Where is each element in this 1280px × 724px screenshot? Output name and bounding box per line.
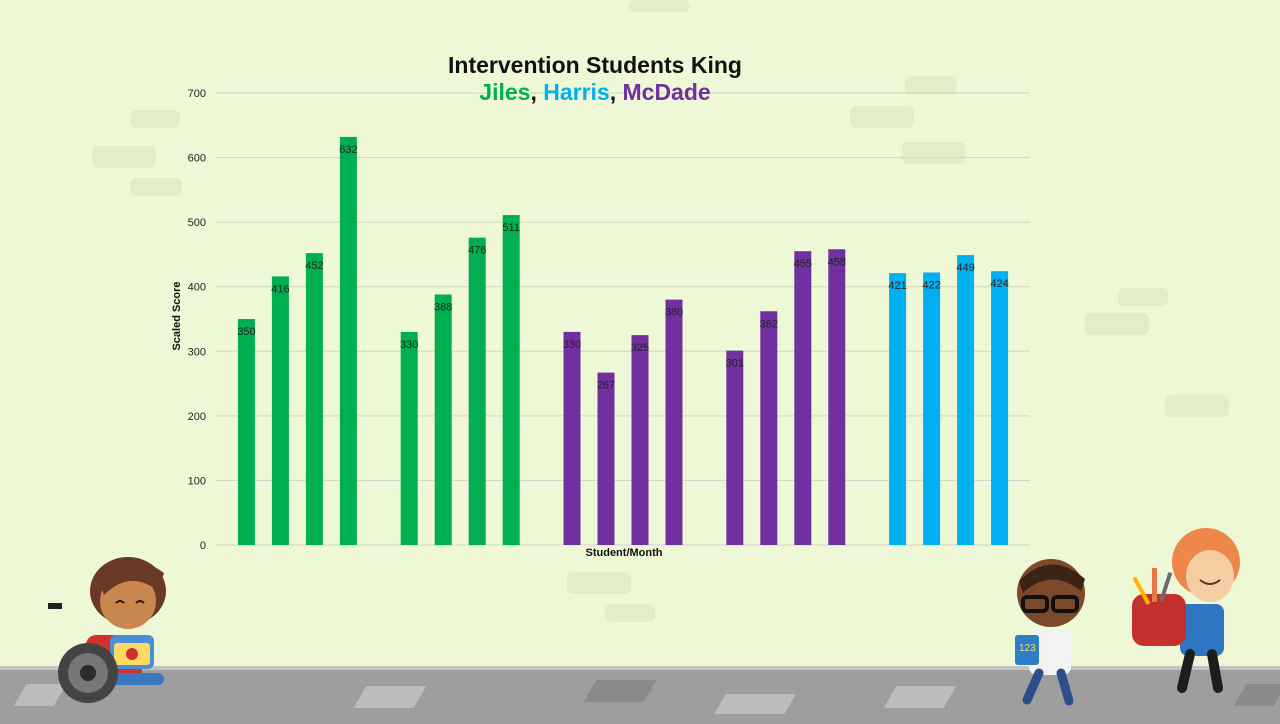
data-label: 388 [434, 301, 452, 313]
data-label: 380 [665, 307, 683, 319]
y-tick-label: 0 [200, 540, 206, 552]
child-with-books-illustration: 123 [1015, 559, 1085, 706]
bar [237, 319, 255, 545]
bar [665, 299, 683, 545]
y-tick-label: 200 [188, 411, 206, 423]
y-axis-ticks: 0 100 200 300 400 500 600 700 [188, 88, 206, 552]
book-numbers: 123 [1019, 643, 1036, 654]
child-wheelchair-illustration [48, 557, 166, 703]
bar [889, 273, 907, 545]
background-block [1165, 395, 1229, 417]
chart-subtitle: Jiles, Harris, McDade [395, 79, 795, 106]
bar [957, 255, 975, 545]
bar [400, 331, 418, 545]
data-label: 416 [271, 283, 289, 295]
y-tick-label: 500 [188, 217, 206, 229]
data-label: 330 [400, 339, 418, 351]
subtitle-part: McDade [622, 79, 711, 105]
data-label: 421 [888, 280, 906, 292]
y-tick-label: 600 [188, 153, 206, 165]
sidewalk-tile [353, 686, 427, 708]
x-axis-label: Student/Month [585, 547, 663, 559]
data-label: 511 [502, 222, 520, 234]
bar [794, 251, 812, 545]
bar [631, 335, 649, 545]
bar [339, 136, 357, 545]
bar [468, 237, 486, 545]
bar [991, 271, 1009, 545]
bar [305, 253, 323, 545]
data-label: 632 [339, 144, 357, 156]
background-block [902, 142, 966, 164]
data-label: 362 [760, 318, 778, 330]
data-label: 330 [563, 339, 581, 351]
child-with-backpack-illustration [1132, 528, 1240, 693]
background-block [567, 572, 631, 594]
background-block [92, 146, 156, 168]
bar [597, 372, 615, 545]
data-labels: 350 416 452 632 330 388 476 511 330 267 325 380 301 3… [237, 144, 1009, 392]
data-label: 424 [990, 278, 1008, 290]
bar [271, 276, 289, 545]
background-block [130, 178, 182, 196]
bar [760, 311, 778, 545]
subtitle-part: Harris [543, 79, 610, 105]
chart-title: Intervention Students King [448, 52, 742, 78]
sidewalk-tile [583, 680, 657, 702]
bar [502, 215, 520, 546]
bar [828, 249, 846, 545]
data-label: 458 [828, 256, 846, 268]
bar [923, 272, 941, 545]
data-label: 452 [305, 260, 323, 272]
data-label: 422 [922, 280, 940, 292]
y-tick-label: 100 [188, 475, 206, 487]
bar [434, 294, 452, 545]
y-tick-label: 700 [188, 88, 206, 100]
y-axis-label: Scaled Score [171, 281, 183, 351]
background-block [1085, 313, 1149, 335]
bar [563, 331, 581, 545]
background-block [905, 76, 957, 94]
data-label: 476 [468, 245, 486, 257]
data-label: 267 [597, 380, 615, 392]
sidewalk-tile [714, 694, 796, 714]
background-block [850, 106, 914, 128]
data-label: 449 [956, 262, 974, 274]
data-label: 325 [631, 342, 649, 354]
sidewalk-tile [883, 686, 957, 708]
background-block [605, 604, 655, 622]
data-label: 455 [794, 258, 812, 270]
y-tick-label: 300 [188, 346, 206, 358]
data-label: 301 [726, 358, 744, 370]
subtitle-part: , [530, 79, 544, 105]
background-block [130, 110, 180, 128]
data-label: 350 [237, 326, 255, 338]
subtitle-part: Jiles [479, 79, 531, 105]
subtitle-part: , [609, 79, 623, 105]
bars [237, 136, 1009, 546]
grid-lines [216, 92, 1030, 546]
bar [726, 350, 744, 545]
background-block [628, 0, 690, 12]
background-block [1118, 288, 1168, 306]
y-tick-label: 400 [188, 282, 206, 294]
